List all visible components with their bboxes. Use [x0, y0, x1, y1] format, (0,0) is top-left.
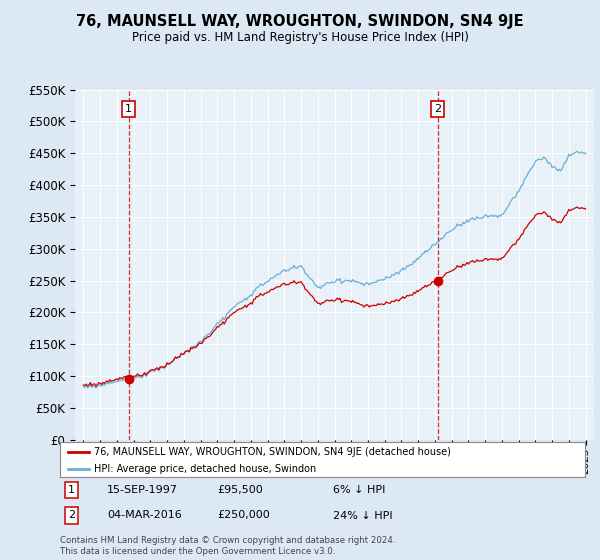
Text: 1: 1 — [68, 485, 75, 495]
Text: 2: 2 — [434, 104, 442, 114]
Text: 15-SEP-1997: 15-SEP-1997 — [107, 485, 178, 495]
Text: £95,500: £95,500 — [218, 485, 263, 495]
Text: 24% ↓ HPI: 24% ↓ HPI — [333, 511, 392, 520]
Text: 2: 2 — [68, 511, 75, 520]
Text: 1: 1 — [125, 104, 132, 114]
Text: 04-MAR-2016: 04-MAR-2016 — [107, 511, 182, 520]
Text: £250,000: £250,000 — [218, 511, 270, 520]
Text: 6% ↓ HPI: 6% ↓ HPI — [333, 485, 385, 495]
Text: Price paid vs. HM Land Registry's House Price Index (HPI): Price paid vs. HM Land Registry's House … — [131, 31, 469, 44]
Text: Contains HM Land Registry data © Crown copyright and database right 2024.
This d: Contains HM Land Registry data © Crown c… — [60, 536, 395, 556]
Text: HPI: Average price, detached house, Swindon: HPI: Average price, detached house, Swin… — [94, 464, 316, 474]
Text: 76, MAUNSELL WAY, WROUGHTON, SWINDON, SN4 9JE (detached house): 76, MAUNSELL WAY, WROUGHTON, SWINDON, SN… — [94, 447, 451, 457]
Text: 76, MAUNSELL WAY, WROUGHTON, SWINDON, SN4 9JE: 76, MAUNSELL WAY, WROUGHTON, SWINDON, SN… — [76, 14, 524, 29]
